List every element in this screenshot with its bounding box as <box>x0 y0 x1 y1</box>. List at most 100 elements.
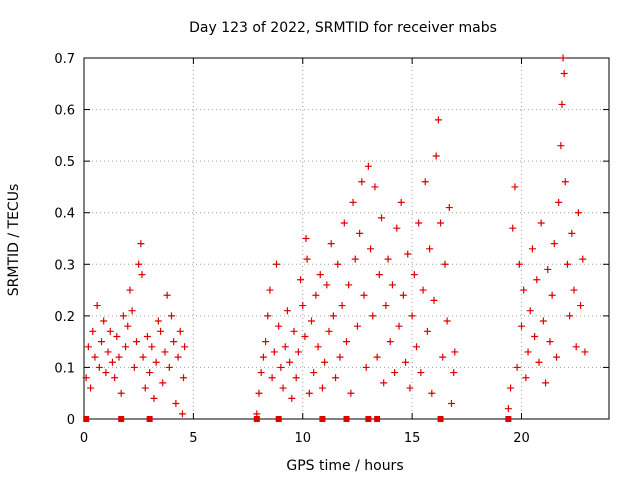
chart-title: Day 123 of 2022, SRMTID for receiver mab… <box>189 20 497 36</box>
data-point <box>332 374 340 382</box>
data-point <box>266 286 274 294</box>
data-point <box>168 312 175 320</box>
y-tick-label: 0.3 <box>54 258 75 273</box>
y-tick-label: 0 <box>67 413 75 428</box>
data-point <box>432 152 440 160</box>
data-point <box>443 317 451 325</box>
y-tick-label: 0.4 <box>54 207 75 222</box>
axis-marker <box>118 416 125 422</box>
data-point <box>133 338 140 346</box>
data-point <box>384 255 392 263</box>
data-point <box>148 343 156 351</box>
data-point <box>577 302 585 310</box>
data-point <box>408 312 416 320</box>
data-point <box>126 286 134 294</box>
data-point <box>100 317 108 325</box>
axis-marker <box>343 416 350 422</box>
axis-marker <box>365 416 372 422</box>
data-point <box>509 224 517 232</box>
data-point <box>302 235 310 242</box>
data-point <box>259 353 267 361</box>
data-point <box>314 343 322 351</box>
data-point <box>111 374 119 382</box>
axis-marker <box>505 416 512 422</box>
data-point <box>257 369 265 377</box>
data-point <box>95 363 103 371</box>
data-point <box>178 410 186 418</box>
data-point <box>548 291 556 299</box>
data-point <box>170 338 178 346</box>
data-point <box>303 255 311 263</box>
data-point <box>161 348 169 356</box>
data-point <box>437 219 445 227</box>
data-point <box>84 343 92 351</box>
data-point <box>518 322 525 330</box>
data-point <box>557 142 565 150</box>
data-point <box>546 338 554 346</box>
data-point <box>560 69 568 77</box>
data-point <box>318 384 326 392</box>
data-point <box>308 317 315 325</box>
data-point <box>345 281 353 289</box>
data-point <box>283 307 291 315</box>
data-point <box>87 384 95 392</box>
x-tick-label: 20 <box>513 431 530 446</box>
data-point <box>533 276 541 284</box>
data-point <box>130 363 138 371</box>
data-point <box>117 389 125 397</box>
data-point <box>181 343 189 351</box>
data-point <box>264 312 272 320</box>
data-point <box>146 369 154 377</box>
data-point <box>343 338 350 346</box>
data-point <box>524 348 532 356</box>
data-point <box>581 348 589 356</box>
data-point <box>336 353 344 361</box>
data-point <box>528 245 536 253</box>
data-point <box>353 322 361 330</box>
data-point <box>290 327 298 335</box>
plot-frame <box>83 57 610 420</box>
data-point <box>451 348 459 356</box>
data-point <box>537 219 545 227</box>
data-point <box>572 343 580 351</box>
data-point <box>349 198 357 206</box>
data-point <box>106 327 114 335</box>
data-point <box>375 271 383 279</box>
data-point <box>417 369 425 377</box>
data-point <box>279 384 287 392</box>
data-point <box>305 389 313 397</box>
data-point <box>321 358 329 366</box>
data-point <box>395 322 403 330</box>
data-point <box>371 183 379 191</box>
data-point <box>561 178 569 186</box>
data-point <box>448 400 455 408</box>
data-point <box>558 100 566 108</box>
data-point <box>559 54 567 62</box>
data-point <box>270 348 278 356</box>
y-axis-ticks: 0 0.1 0.2 0.3 0.4 0.5 0.6 0.7 <box>54 52 609 428</box>
data-point <box>434 116 442 124</box>
data-point <box>172 400 180 408</box>
data-point <box>399 291 407 299</box>
data-point <box>157 327 165 335</box>
data-point <box>445 204 453 212</box>
data-point <box>137 240 145 248</box>
data-point <box>82 374 90 382</box>
data-point <box>108 358 116 366</box>
data-point <box>301 332 309 340</box>
axis-marker <box>253 416 260 422</box>
data-point <box>539 317 547 325</box>
x-tick-label: 0 <box>80 431 88 446</box>
data-point <box>568 229 576 237</box>
data-point <box>89 327 97 335</box>
data-point <box>262 338 270 346</box>
data-point <box>310 369 318 377</box>
data-point <box>115 353 123 361</box>
data-point <box>535 358 543 366</box>
data-point <box>159 379 167 387</box>
data-point <box>397 198 405 206</box>
data-point <box>338 302 346 310</box>
data-point <box>413 343 420 351</box>
axis-marker <box>275 416 282 422</box>
